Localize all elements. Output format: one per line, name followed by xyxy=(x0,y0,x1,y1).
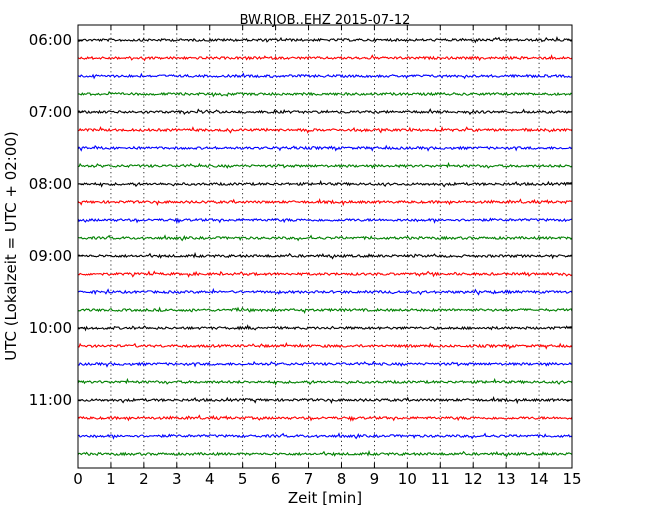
trace-09:00 xyxy=(77,251,573,260)
trace-07:15 xyxy=(77,125,573,134)
x-tick-label: 7 xyxy=(304,470,314,488)
trace-07:30 xyxy=(77,144,573,152)
x-tick-label: 9 xyxy=(370,470,380,488)
trace-06:15 xyxy=(77,54,573,62)
trace-11:15 xyxy=(77,414,573,422)
x-tick-label: 6 xyxy=(271,470,281,488)
trace-10:00 xyxy=(77,324,573,332)
x-tick-label: 3 xyxy=(172,470,182,488)
x-tick-label: 2 xyxy=(139,470,149,488)
x-tick-label: 11 xyxy=(431,470,450,488)
y-axis-ticks: 06:00 07:00 08:00 09:00 10:00 11:00 xyxy=(29,31,572,409)
trace-07:00 xyxy=(77,108,573,116)
plot-frame xyxy=(77,24,573,469)
trace-11:45 xyxy=(77,449,573,458)
x-axis-title: Zeit [min] xyxy=(288,489,362,507)
trace-06:45 xyxy=(77,90,573,98)
x-tick-label: 8 xyxy=(337,470,347,488)
x-axis-ticks: 0 1 2 3 4 5 6 7 8 9 10 11 12 13 14 15 xyxy=(73,25,582,488)
trace-08:45 xyxy=(77,234,573,242)
y-tick-label: 11:00 xyxy=(29,391,72,409)
x-tick-label: 10 xyxy=(398,470,417,488)
x-tick-label: 1 xyxy=(106,470,116,488)
seismogram-traces xyxy=(77,35,573,458)
trace-06:30 xyxy=(77,72,573,80)
trace-07:45 xyxy=(77,161,573,169)
x-tick-label: 4 xyxy=(205,470,215,488)
y-tick-label: 06:00 xyxy=(29,31,72,49)
x-tick-label: 12 xyxy=(464,470,483,488)
y-tick-label: 08:00 xyxy=(29,175,72,193)
trace-08:15 xyxy=(77,198,573,207)
trace-11:00 xyxy=(77,396,573,405)
trace-09:45 xyxy=(77,306,573,314)
y-tick-label: 10:00 xyxy=(29,319,72,337)
trace-10:45 xyxy=(77,377,573,386)
plot-area xyxy=(78,25,572,468)
y-tick-label: 07:00 xyxy=(29,103,72,121)
trace-09:15 xyxy=(77,270,573,278)
x-tick-label: 14 xyxy=(530,470,549,488)
trace-10:15 xyxy=(77,342,573,350)
trace-08:30 xyxy=(77,217,573,224)
trace-09:30 xyxy=(77,287,573,296)
trace-06:00 xyxy=(77,35,573,44)
trace-11:30 xyxy=(77,432,573,440)
x-tick-label: 15 xyxy=(562,470,581,488)
trace-08:00 xyxy=(77,179,573,188)
x-tick-label: 13 xyxy=(497,470,516,488)
x-tick-label: 0 xyxy=(73,470,83,488)
y-tick-label: 09:00 xyxy=(29,247,72,265)
chart-title: BW.RJOB..EHZ 2015-07-12 xyxy=(240,13,411,28)
x-tick-label: 5 xyxy=(238,470,248,488)
trace-10:30 xyxy=(77,360,573,368)
y-axis-title: UTC (Lokalzeit = UTC + 02:00) xyxy=(2,131,20,361)
